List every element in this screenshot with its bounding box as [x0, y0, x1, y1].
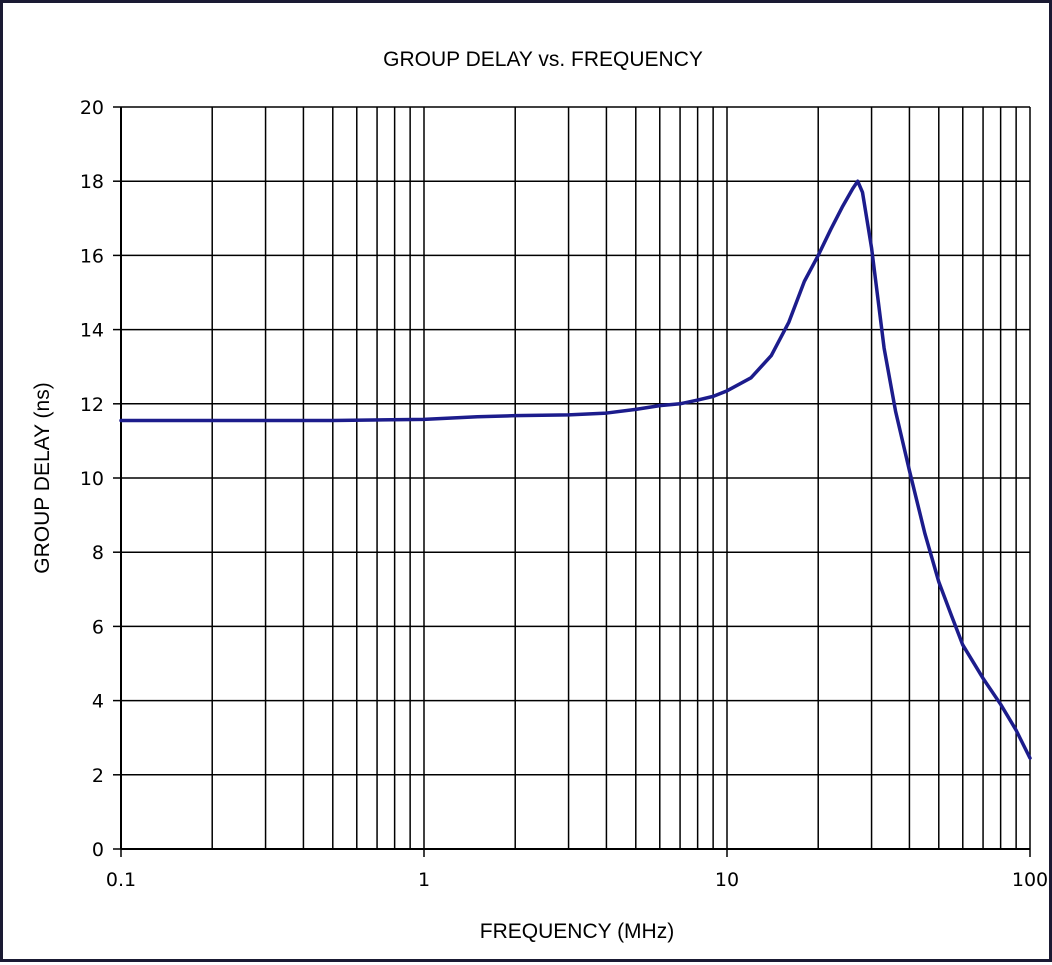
y-tick-label: 4 [92, 691, 104, 713]
axes [113, 106, 1031, 857]
x-tick-label: 100 [1012, 869, 1048, 891]
x-tick-label: 1 [418, 869, 430, 891]
y-tick-label: 0 [92, 839, 104, 861]
y-tick-label: 12 [80, 394, 104, 416]
y-tick-label: 6 [92, 616, 104, 638]
tick-labels: 0 2 4 6 8 10 12 14 16 18 20 0.1 1 10 100 [80, 97, 1048, 891]
y-tick-label: 14 [80, 320, 104, 342]
series-layer [119, 179, 1032, 760]
x-tick-label: 10 [715, 869, 739, 891]
chart-title: GROUP DELAY vs. FREQUENCY [383, 48, 703, 71]
x-axis-title: FREQUENCY (MHz) [480, 920, 674, 943]
group-delay-chart: GROUP DELAY vs. FREQUENCY 0 2 4 6 8 10 12 14 16 1… [31, 48, 1048, 943]
grid-lines [120, 106, 1031, 850]
series-line-1 [119, 179, 1032, 760]
y-tick-label: 18 [80, 171, 104, 193]
x-tick-label: 0.1 [106, 869, 136, 891]
y-tick-label: 20 [80, 97, 104, 119]
y-axis-title: GROUP DELAY (ns) [31, 382, 54, 573]
y-tick-label: 8 [92, 542, 104, 564]
y-tick-label: 2 [92, 765, 104, 787]
y-tick-label: 16 [80, 245, 104, 267]
y-tick-label: 10 [80, 468, 104, 490]
